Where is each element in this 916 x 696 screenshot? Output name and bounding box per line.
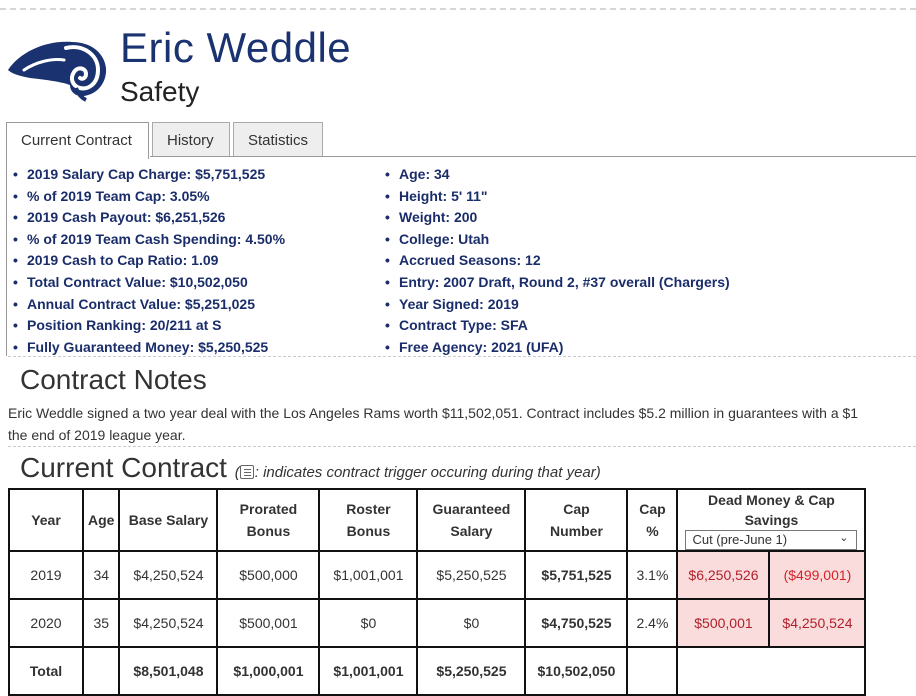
list-item: Total Contract Value: $10,502,050 xyxy=(13,272,285,294)
table-row: 2019 34 $4,250,524 $500,000 $1,001,001 $… xyxy=(8,550,867,600)
player-name: Eric Weddle xyxy=(120,24,352,71)
select-value: Cut (pre-June 1) xyxy=(692,532,788,547)
cell-age: 35 xyxy=(81,598,121,648)
col-cap-number: Cap Number xyxy=(524,488,629,552)
notes-line: the end of 2019 league year. xyxy=(8,427,186,443)
tab-bar: Current Contract History Statistics xyxy=(0,122,916,159)
list-item: Height: 5' 11" xyxy=(385,186,730,208)
list-item: Free Agency: 2021 (UFA) xyxy=(385,337,730,359)
tab-statistics[interactable]: Statistics xyxy=(233,122,323,157)
list-item: % of 2019 Team Cap: 3.05% xyxy=(13,186,285,208)
table-total-row: Total $8,501,048 $1,000,001 $1,001,001 $… xyxy=(8,646,867,696)
top-divider xyxy=(0,8,916,10)
current-contract-header: Current Contract ( : indicates contract t… xyxy=(20,452,601,484)
notes-line: Eric Weddle signed a two year deal with … xyxy=(8,405,859,421)
tab-current-contract[interactable]: Current Contract xyxy=(6,122,149,159)
cell-base-salary: $4,250,524 xyxy=(118,598,219,648)
list-item: 2019 Salary Cap Charge: $5,751,525 xyxy=(13,164,285,186)
list-item: Accrued Seasons: 12 xyxy=(385,250,730,272)
cell-cap-savings: ($499,001) xyxy=(768,550,867,600)
col-dead-money: Dead Money & Cap Savings Cut (pre-June 1… xyxy=(676,488,867,552)
team-logo xyxy=(8,41,107,102)
cell-cap-number: $5,751,525 xyxy=(524,550,629,600)
col-age: Age xyxy=(81,488,121,552)
player-position: Safety xyxy=(120,76,200,107)
legend-paren: ( xyxy=(234,464,240,481)
cell-total-roster: $1,001,001 xyxy=(318,646,419,696)
col-roster-bonus: Roster Bonus xyxy=(318,488,419,552)
cell-empty xyxy=(626,646,679,696)
cell-cap-number: $4,750,525 xyxy=(524,598,629,648)
cell-empty xyxy=(81,646,121,696)
list-item: Age: 34 xyxy=(385,164,730,186)
contract-table: Year Age Base Salary Prorated Bonus Roste… xyxy=(8,488,867,696)
cell-cap-savings: $4,250,524 xyxy=(768,598,867,648)
cell-year: 2019 xyxy=(8,550,84,600)
list-item: College: Utah xyxy=(385,229,730,251)
table-header-row: Year Age Base Salary Prorated Bonus Roste… xyxy=(8,488,867,552)
cell-base-salary: $4,250,524 xyxy=(118,550,219,600)
cell-total-prorated: $1,000,001 xyxy=(216,646,321,696)
cell-cap-pct: 3.1% xyxy=(626,550,679,600)
cut-type-select[interactable]: Cut (pre-June 1) ⌄ xyxy=(685,530,858,550)
table-row: 2020 35 $4,250,524 $500,001 $0 $0 $4,750… xyxy=(8,598,867,648)
header-line: Guaranteed xyxy=(432,501,511,517)
trigger-legend: ( : indicates contract trigger occuring d… xyxy=(235,464,601,481)
list-item: 2019 Cash to Cap Ratio: 1.09 xyxy=(13,250,285,272)
list-item: Year Signed: 2019 xyxy=(385,294,730,316)
note-icon xyxy=(239,465,254,479)
contract-notes-title: Contract Notes xyxy=(20,364,207,395)
cell-prorated-bonus: $500,000 xyxy=(216,550,321,600)
cell-dead-money: $6,250,526 xyxy=(676,550,771,600)
cell-total-label: Total xyxy=(8,646,84,696)
header-line: Cap xyxy=(563,501,590,517)
contract-stats-list: 2019 Salary Cap Charge: $5,751,525 % of … xyxy=(13,164,285,358)
list-item: Annual Contract Value: $5,251,025 xyxy=(13,294,285,316)
cell-empty xyxy=(676,646,867,696)
tab-history[interactable]: History xyxy=(152,122,230,157)
player-header: Eric Weddle Safety xyxy=(6,22,906,112)
list-item: Entry: 2007 Draft, Round 2, #37 overall … xyxy=(385,272,730,294)
cell-total-guaranteed: $5,250,525 xyxy=(416,646,527,696)
player-stats-panel: 2019 Salary Cap Charge: $5,751,525 % of … xyxy=(6,156,916,356)
cell-roster-bonus: $1,001,001 xyxy=(318,550,419,600)
current-contract-title: Current Contract xyxy=(20,452,227,483)
list-item: Position Ranking: 20/211 at S xyxy=(13,315,285,337)
divider xyxy=(8,356,916,357)
header-line: Prorated xyxy=(239,501,298,517)
col-year: Year xyxy=(8,488,84,552)
cell-total-cap: $10,502,050 xyxy=(524,646,629,696)
list-item: 2019 Cash Payout: $6,251,526 xyxy=(13,207,285,229)
contract-notes-text: Eric Weddle signed a two year deal with … xyxy=(8,402,916,446)
header-line: Number xyxy=(550,523,603,539)
tab-underline xyxy=(150,156,916,157)
cell-guaranteed-salary: $0 xyxy=(416,598,527,648)
list-item: % of 2019 Team Cash Spending: 4.50% xyxy=(13,229,285,251)
chevron-down-icon: ⌄ xyxy=(839,532,849,544)
col-prorated-bonus: Prorated Bonus xyxy=(216,488,321,552)
cell-guaranteed-salary: $5,250,525 xyxy=(416,550,527,600)
col-base-salary: Base Salary xyxy=(118,488,219,552)
list-item: Weight: 200 xyxy=(385,207,730,229)
cell-age: 34 xyxy=(81,550,121,600)
cell-prorated-bonus: $500,001 xyxy=(216,598,321,648)
cell-year: 2020 xyxy=(8,598,84,648)
col-guaranteed-salary: Guaranteed Salary xyxy=(416,488,527,552)
cell-dead-money: $500,001 xyxy=(676,598,771,648)
header-line: Salary xyxy=(450,523,493,539)
cell-roster-bonus: $0 xyxy=(318,598,419,648)
list-item: Fully Guaranteed Money: $5,250,525 xyxy=(13,337,285,359)
cell-total-base: $8,501,048 xyxy=(118,646,219,696)
col-cap-pct: Cap % xyxy=(626,488,679,552)
dead-money-title: Dead Money & Cap Savings xyxy=(708,492,835,528)
divider xyxy=(8,446,916,447)
player-bio-list: Age: 34 Height: 5' 11" Weight: 200 Colle… xyxy=(385,164,730,358)
header-line: Bonus xyxy=(246,523,291,539)
cell-cap-pct: 2.4% xyxy=(626,598,679,648)
list-item: Contract Type: SFA xyxy=(385,315,730,337)
legend-text: : indicates contract trigger occuring du… xyxy=(254,464,601,481)
